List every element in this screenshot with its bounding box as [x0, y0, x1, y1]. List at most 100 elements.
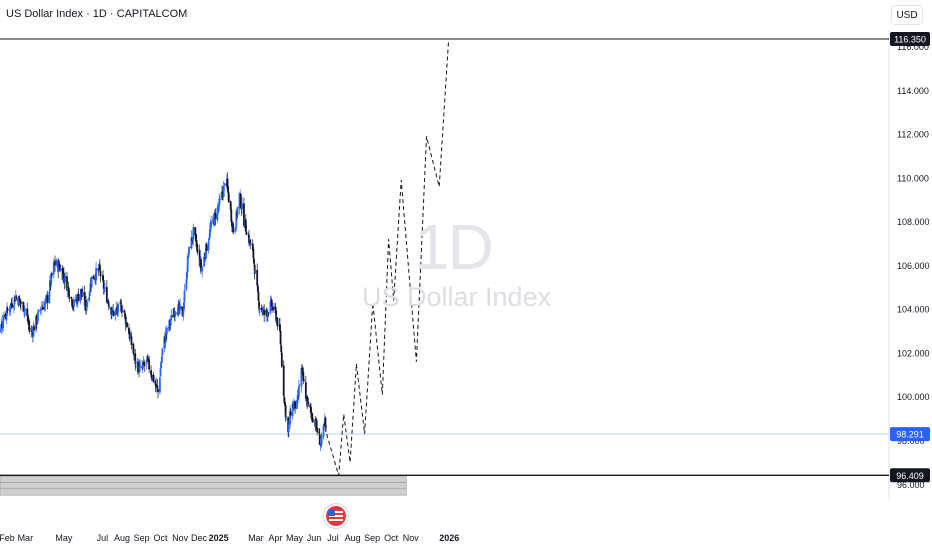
currency-selector[interactable]: USD — [891, 5, 923, 25]
candle-body-353 — [301, 368, 304, 373]
candle-body-88 — [67, 286, 70, 288]
candle-body-273 — [231, 220, 233, 227]
candle-body-103 — [80, 288, 83, 295]
candle-body-227 — [190, 236, 193, 249]
horizontal-levels — [0, 38, 889, 477]
candle-body-63 — [45, 295, 48, 298]
candle-body-350 — [298, 386, 301, 388]
candle-body-360 — [307, 402, 310, 404]
x-tick-label: Aug — [114, 533, 130, 543]
candle-body-275 — [232, 223, 235, 233]
candle-body-253 — [213, 213, 216, 226]
candle-body-269 — [227, 186, 230, 194]
candle-body-124 — [98, 264, 101, 271]
candle-body-54 — [37, 312, 39, 322]
candle-body-258 — [217, 206, 220, 209]
candle-body-20 — [6, 308, 9, 311]
candle-body-304 — [258, 301, 260, 310]
candle-body-200 — [165, 327, 168, 335]
candle-body-22 — [9, 308, 12, 310]
y-tick-label: 100.000 — [897, 392, 930, 402]
candle-body-160 — [130, 336, 133, 345]
candle-body-337 — [287, 424, 290, 432]
watermark-interval: 1D — [414, 211, 494, 283]
candle-body-165 — [134, 361, 137, 363]
candle-body-246 — [207, 241, 210, 251]
projection-path — [326, 40, 450, 476]
candle-body-204 — [169, 321, 172, 324]
x-tick-label: Nov — [172, 533, 189, 543]
candle-body-111 — [88, 297, 91, 301]
candle-body-185 — [152, 374, 155, 382]
candle-body-145 — [117, 303, 120, 313]
y-tick-label: 116.000 — [897, 42, 929, 52]
candle-body-332 — [283, 397, 286, 401]
candle-body-306 — [260, 307, 263, 311]
candle-body-151 — [123, 310, 126, 313]
candle-body-181 — [150, 370, 152, 375]
x-tick-label: Dec — [191, 533, 208, 543]
candle-body-301 — [256, 270, 259, 286]
x-tick-label: Jul — [97, 533, 109, 543]
candle-body-270 — [227, 192, 230, 203]
candle-body-303 — [257, 291, 260, 301]
us-flag-icon[interactable] — [324, 504, 349, 528]
candle-body-362 — [309, 408, 312, 412]
candle-body-232 — [195, 234, 197, 240]
candle-body-317 — [270, 299, 272, 301]
candle-body-135 — [108, 306, 111, 308]
candle-body-323 — [275, 310, 278, 322]
candle-body-95 — [73, 299, 75, 307]
candle-body-295 — [249, 244, 252, 246]
candle-body-216 — [181, 306, 183, 309]
candle-body-251 — [212, 218, 214, 220]
x-tick-label: Mar — [18, 533, 34, 543]
candle-body-136 — [110, 307, 113, 316]
candle-body-277 — [234, 227, 237, 232]
candle-body-272 — [230, 209, 233, 222]
candle-body-219 — [183, 302, 185, 310]
candle-body-371 — [318, 432, 321, 434]
candle-body-297 — [252, 248, 255, 259]
candle-body-365 — [311, 418, 314, 423]
candle-body-205 — [170, 315, 173, 321]
candle-body-105 — [81, 291, 84, 296]
candle-body-318 — [270, 300, 273, 308]
candle-body-330 — [280, 353, 283, 367]
x-tick-label: 2026 — [439, 533, 459, 543]
candle-body-56 — [39, 309, 42, 311]
candle-body-172 — [141, 365, 144, 368]
candle-body-112 — [88, 291, 91, 297]
candle-body-278 — [235, 211, 238, 228]
candle-body-113 — [89, 283, 92, 292]
candle-body-244 — [205, 243, 207, 259]
candle-body-35 — [19, 301, 22, 304]
candle-body-133 — [107, 300, 109, 303]
candle-body-199 — [165, 334, 168, 336]
candle-body-334 — [284, 404, 287, 418]
candle-body-34 — [19, 300, 22, 303]
candle-body-60 — [42, 306, 44, 310]
candle-body-91 — [70, 297, 73, 299]
candle-body-140 — [112, 311, 115, 316]
candle-body-345 — [294, 401, 297, 409]
candle-body-312 — [265, 310, 268, 313]
candle-body-375 — [320, 435, 323, 445]
candle-body-116 — [92, 275, 95, 279]
candle-body-289 — [244, 219, 247, 231]
candle-body-30 — [15, 296, 18, 298]
candle-body-310 — [263, 309, 266, 316]
candle-body-349 — [297, 386, 300, 397]
x-tick-label: Feb — [0, 533, 15, 543]
candle-body-369 — [315, 419, 318, 429]
candle-body-222 — [186, 271, 188, 279]
candle-body-264 — [222, 185, 225, 197]
candle-body-224 — [187, 255, 190, 258]
x-tick-label: May — [55, 533, 73, 543]
candle-body-235 — [196, 249, 199, 251]
candle-body-255 — [214, 213, 217, 220]
candle-body-220 — [183, 290, 186, 302]
candle-body-71 — [52, 262, 55, 275]
